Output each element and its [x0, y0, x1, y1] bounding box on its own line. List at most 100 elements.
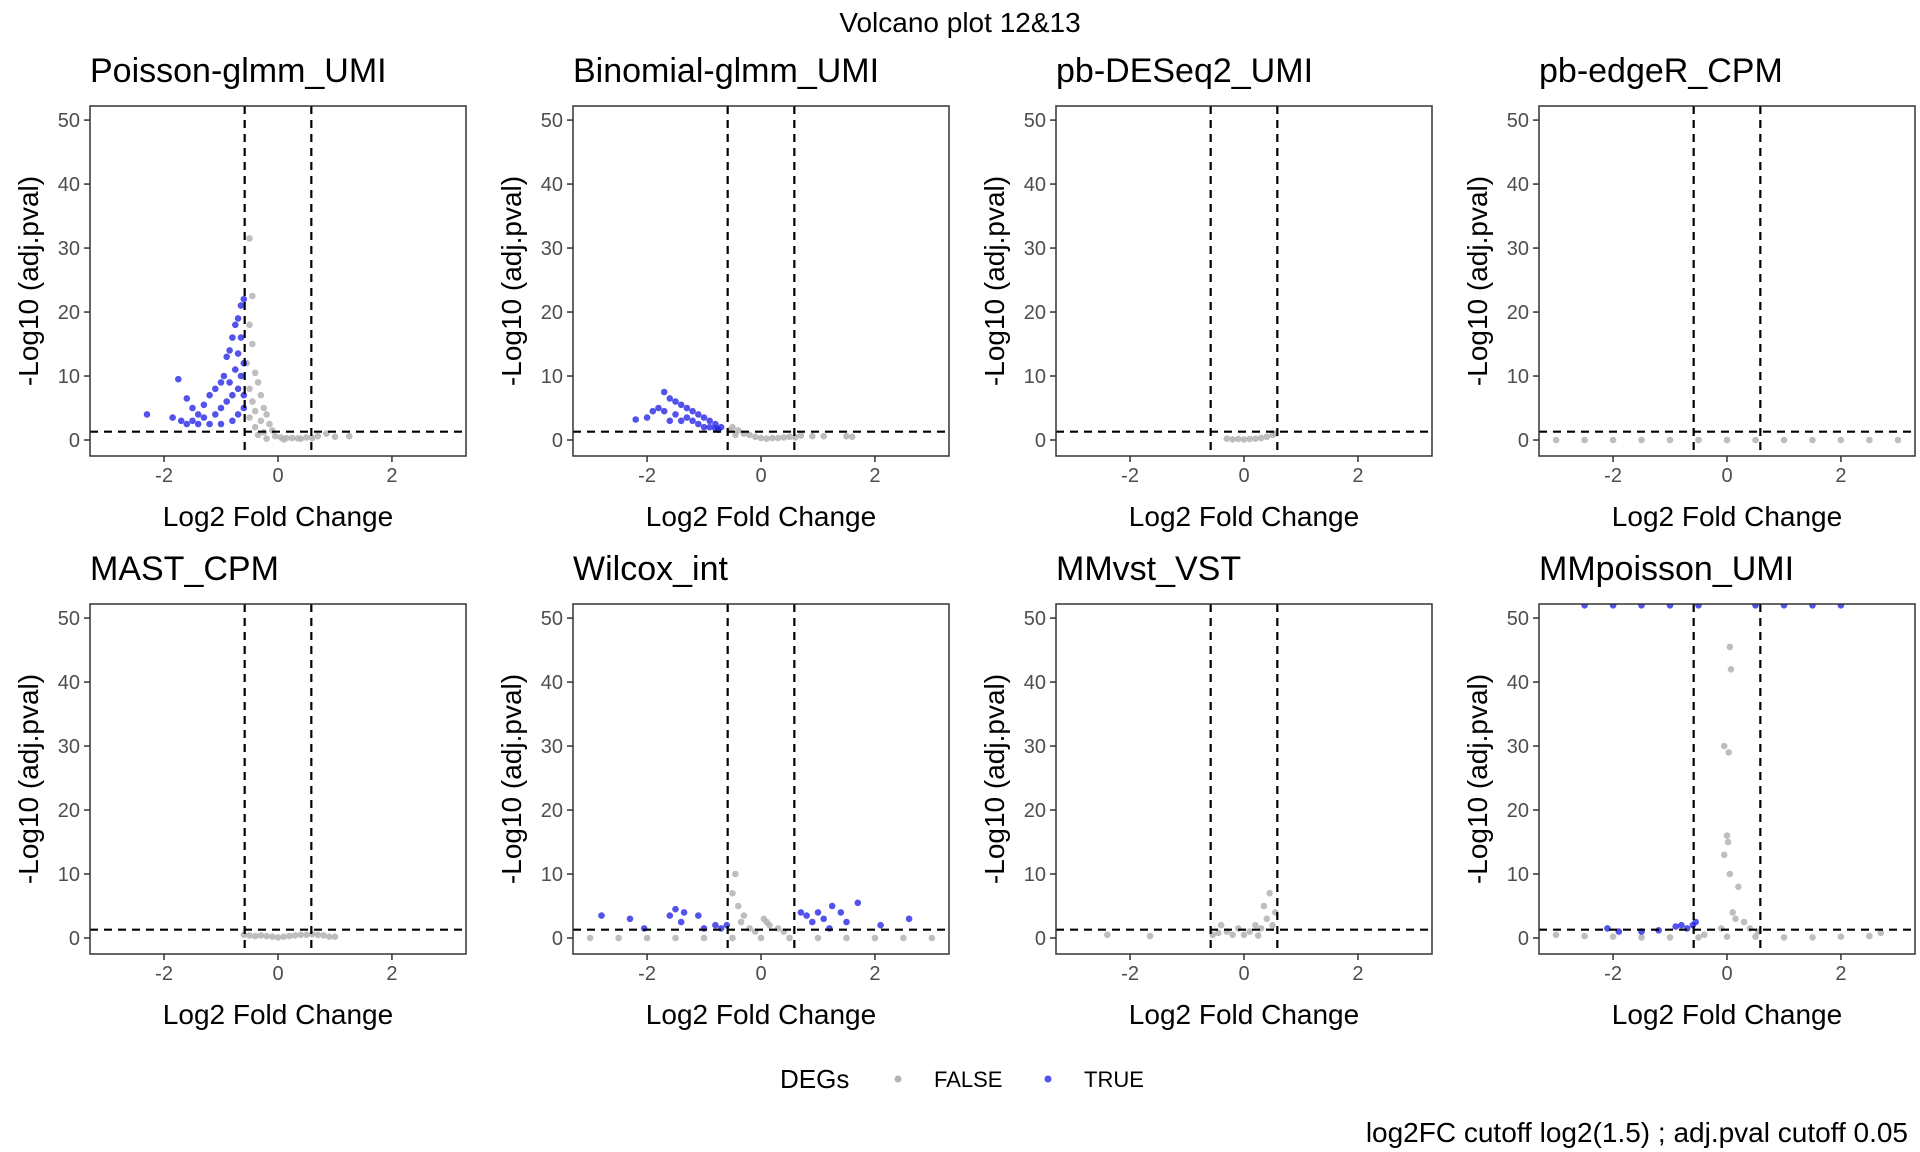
y-tick-label: 0: [69, 430, 80, 452]
point-deg-false: [288, 434, 296, 442]
point-deg-true: [695, 912, 702, 919]
panel-border: [1055, 105, 1433, 457]
y-axis-label: -Log10 (adj.pval): [1462, 176, 1493, 386]
point-deg-false: [729, 889, 736, 897]
y-tick-label: 20: [1024, 800, 1046, 822]
point-deg-true: [206, 391, 213, 399]
y-tick-label: 30: [58, 736, 80, 758]
y-axis-label: -Log10 (adj.pval): [496, 674, 527, 884]
y-tick-label: 10: [1024, 864, 1046, 886]
y-tick-label: 50: [1507, 110, 1529, 132]
point-deg-false: [1257, 434, 1265, 442]
point-deg-true: [143, 411, 151, 418]
point-deg-true: [843, 918, 850, 926]
panel-border: [89, 105, 467, 457]
point-deg-false: [257, 391, 265, 399]
y-tick-label: 10: [58, 366, 80, 388]
point-deg-false: [1837, 436, 1845, 444]
x-axis-label: Log2 Fold Change: [163, 999, 393, 1030]
panel-title: Wilcox_int: [573, 550, 728, 588]
x-tick-label: 2: [386, 465, 397, 487]
point-deg-false: [1266, 889, 1273, 897]
point-deg-false: [1666, 436, 1674, 444]
point-deg-false: [254, 431, 262, 439]
x-tick-label: -2: [1604, 465, 1622, 487]
x-axis-label: Log2 Fold Change: [1129, 501, 1359, 532]
point-deg-false: [1752, 933, 1759, 940]
y-tick-label: 40: [58, 174, 80, 196]
point-deg-false: [1726, 643, 1734, 651]
point-deg-true: [229, 391, 236, 399]
point-deg-false: [780, 434, 788, 441]
point-deg-false: [900, 934, 907, 942]
point-deg-true: [706, 417, 713, 425]
panel-border: [1538, 105, 1916, 457]
point-deg-true: [695, 420, 702, 428]
point-deg-false: [260, 404, 268, 412]
point-deg-false: [263, 411, 270, 418]
legend-title: DEGs: [780, 1064, 849, 1094]
panel-border: [572, 603, 950, 955]
point-deg-false: [1809, 436, 1816, 444]
point-deg-false: [331, 433, 339, 441]
point-deg-false: [303, 931, 310, 939]
x-tick-label: 0: [272, 465, 283, 487]
panel-border: [1055, 603, 1433, 955]
y-axis-label: -Log10 (adj.pval): [1462, 674, 1493, 884]
point-deg-true: [237, 372, 245, 380]
point-deg-false: [326, 933, 333, 940]
panel-border: [1538, 603, 1916, 955]
panel-border: [89, 603, 467, 955]
point-deg-false: [757, 434, 765, 442]
panel-title: MMpoisson_UMI: [1539, 550, 1794, 588]
point-deg-true: [1672, 923, 1679, 930]
x-tick-label: -2: [1121, 963, 1139, 985]
point-deg-false: [251, 423, 259, 431]
y-tick-label: 20: [58, 800, 80, 822]
point-deg-false: [1235, 435, 1242, 443]
point-deg-false: [797, 432, 805, 439]
x-tick-label: -2: [638, 465, 656, 487]
y-axis-label: -Log10 (adj.pval): [13, 674, 44, 884]
point-deg-true: [1692, 918, 1699, 926]
point-deg-false: [1866, 932, 1873, 940]
point-deg-true: [649, 407, 657, 415]
point-deg-true: [169, 414, 176, 421]
point-deg-false: [1720, 742, 1728, 750]
point-deg-true: [234, 411, 242, 418]
point-deg-false: [1866, 436, 1873, 444]
point-deg-true: [206, 420, 213, 428]
point-deg-true: [700, 414, 708, 421]
point-deg-true: [226, 347, 233, 354]
point-deg-true: [712, 921, 719, 929]
y-tick-label: 50: [1507, 608, 1529, 630]
point-deg-false: [1254, 932, 1262, 939]
point-deg-true: [820, 915, 827, 923]
point-deg-true: [660, 388, 668, 396]
y-tick-label: 20: [1507, 302, 1529, 324]
x-tick-label: 0: [755, 465, 766, 487]
point-deg-true: [1695, 604, 1702, 609]
point-deg-false: [1720, 851, 1728, 859]
x-axis-label: Log2 Fold Change: [646, 501, 876, 532]
plot-area: [1539, 106, 1915, 456]
point-deg-false: [271, 432, 279, 440]
point-deg-true: [189, 417, 196, 425]
point-deg-true: [1666, 604, 1674, 609]
point-deg-true: [234, 350, 242, 357]
panel-title: MMvst_VST: [1056, 550, 1241, 588]
point-deg-true: [183, 395, 191, 402]
point-deg-false: [1877, 929, 1885, 937]
point-deg-true: [1581, 604, 1588, 609]
point-deg-false: [1252, 435, 1259, 443]
point-deg-true: [220, 372, 228, 380]
x-tick-label: 0: [272, 963, 283, 985]
point-deg-true: [177, 417, 185, 425]
y-tick-label: 20: [1507, 800, 1529, 822]
point-deg-true: [183, 420, 191, 428]
x-tick-label: -2: [155, 963, 173, 985]
point-deg-false: [263, 435, 270, 443]
point-deg-true: [234, 385, 242, 393]
